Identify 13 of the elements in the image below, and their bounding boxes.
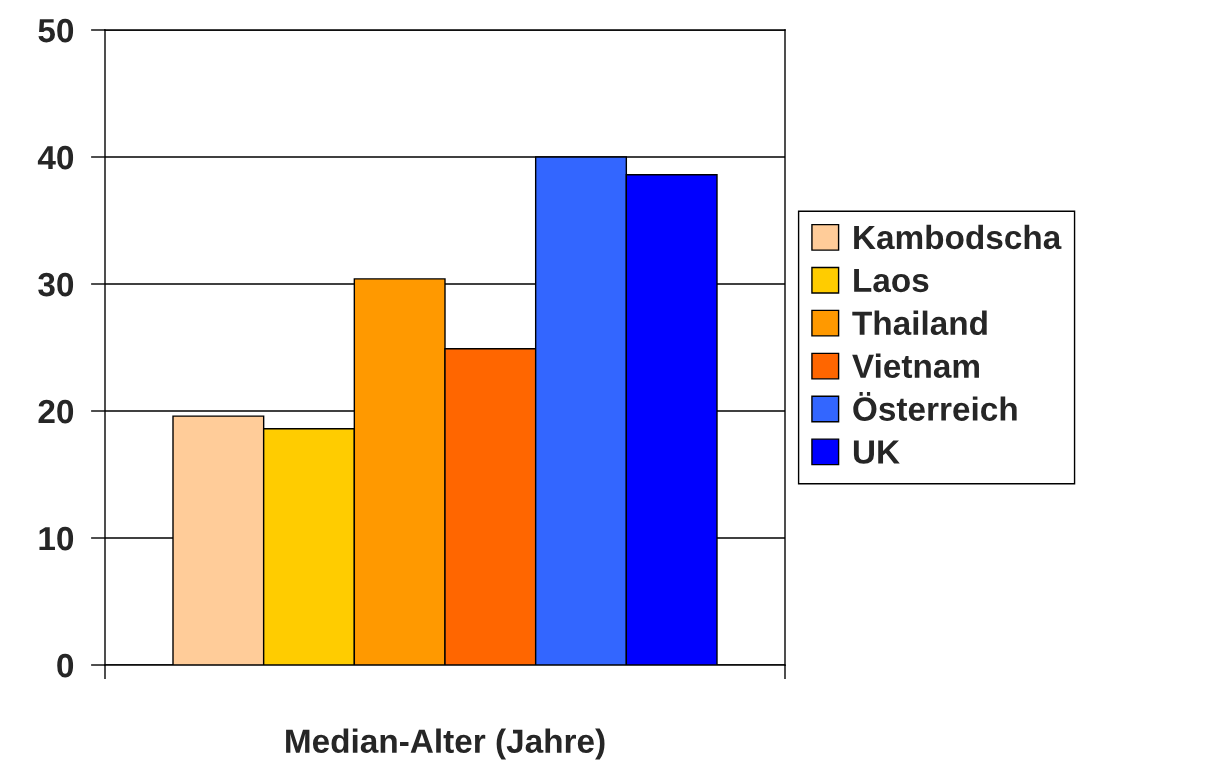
y-tick-label: 10 (39, 526, 74, 551)
x-tick-label: Median-Alter (Jahre) (286, 728, 605, 760)
legend-label: Kambodscha (854, 224, 1062, 250)
y-tick-label: 40 (37, 145, 74, 170)
y-tick-label: 30 (38, 272, 74, 297)
legend-label: UK (853, 440, 900, 464)
y-tick-label: 0 (57, 653, 74, 678)
legend-label: Laos (854, 268, 929, 293)
legend-label: Vietnam (852, 353, 979, 378)
legend-label: Thailand (852, 310, 987, 336)
y-tick-label: 50 (38, 18, 74, 43)
y-tick-label: 20 (38, 399, 74, 424)
legend-label: Österreich (853, 392, 1017, 421)
